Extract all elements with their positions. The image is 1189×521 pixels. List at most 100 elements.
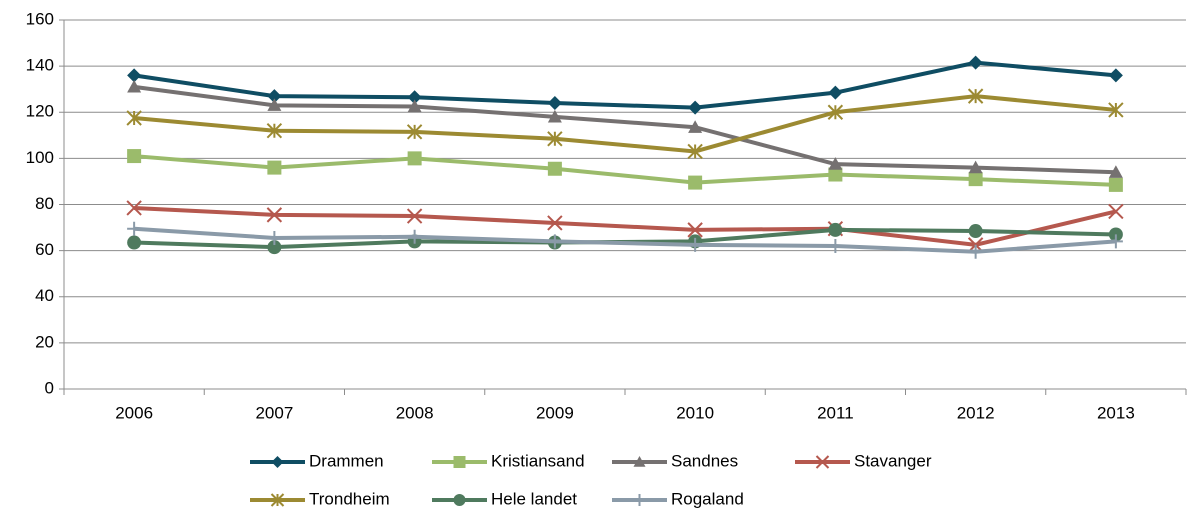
series-line — [133, 60, 1117, 110]
marker — [547, 234, 562, 249]
y-tick-label: 0 — [45, 378, 54, 397]
legend-label: Stavanger — [854, 451, 932, 470]
marker-shape — [127, 68, 142, 83]
marker — [547, 215, 563, 231]
marker-shape — [267, 160, 282, 175]
marker-shape — [406, 124, 423, 140]
y-tick-label: 80 — [35, 194, 54, 213]
marker-shape — [968, 55, 983, 70]
marker-shape — [828, 85, 843, 100]
marker — [828, 85, 843, 100]
marker-shape — [127, 221, 142, 236]
marker-shape — [406, 208, 423, 224]
x-tick-label: 2008 — [396, 403, 434, 422]
marker — [127, 235, 142, 250]
marker — [968, 244, 983, 259]
marker — [453, 494, 466, 506]
marker-shape — [968, 172, 983, 187]
marker — [687, 222, 703, 238]
marker — [968, 224, 983, 239]
marker — [827, 104, 844, 120]
marker-shape — [126, 200, 142, 216]
marker-shape — [967, 88, 984, 104]
marker — [633, 456, 646, 467]
marker-shape — [126, 110, 142, 126]
series-line — [133, 84, 1116, 175]
x-tick-label: 2007 — [255, 403, 293, 422]
marker — [407, 151, 422, 166]
marker-shape — [267, 89, 282, 104]
marker-shape — [127, 79, 142, 93]
y-tick-label: 100 — [26, 148, 54, 167]
x-tick-label: 2009 — [536, 403, 574, 422]
marker — [1108, 203, 1124, 220]
marker-shape — [828, 222, 843, 237]
marker-shape — [547, 161, 562, 176]
legend-label: Drammen — [309, 451, 384, 470]
marker — [267, 160, 282, 175]
x-tick-label: 2010 — [676, 403, 714, 422]
marker — [407, 99, 422, 113]
marker-shape — [266, 207, 283, 223]
marker-shape — [267, 240, 282, 255]
marker — [270, 493, 285, 507]
legend-label: Rogaland — [671, 489, 744, 508]
marker — [126, 110, 142, 126]
marker — [1108, 102, 1124, 118]
marker-shape — [688, 100, 703, 115]
marker-shape — [827, 104, 844, 120]
marker — [967, 88, 984, 104]
series-line — [133, 94, 1117, 154]
marker-shape — [1108, 165, 1123, 178]
marker — [1108, 177, 1123, 192]
marker-shape — [688, 237, 703, 252]
marker — [407, 90, 422, 105]
marker-shape — [968, 160, 983, 174]
marker-shape — [407, 151, 422, 166]
marker — [406, 124, 423, 140]
marker-shape — [633, 456, 646, 467]
marker — [547, 131, 563, 147]
marker-shape — [1108, 68, 1123, 83]
marker — [547, 96, 562, 111]
marker — [406, 208, 423, 224]
marker — [1108, 165, 1123, 178]
x-tick-label: 2006 — [115, 403, 153, 422]
y-tick-label: 20 — [35, 332, 54, 351]
marker — [815, 455, 830, 469]
marker-shape — [968, 244, 983, 259]
marker — [267, 98, 282, 111]
series-line — [133, 154, 1116, 187]
marker-shape — [547, 131, 563, 147]
marker-shape — [270, 493, 285, 507]
series-line — [134, 205, 1117, 247]
marker — [127, 149, 142, 164]
marker — [267, 230, 282, 245]
marker-shape — [547, 234, 562, 249]
marker — [828, 157, 843, 170]
marker-shape — [407, 90, 422, 105]
legend-label: Hele landet — [491, 489, 577, 508]
marker — [126, 200, 142, 216]
marker-shape — [1108, 203, 1124, 220]
marker-shape — [453, 456, 466, 468]
marker-shape — [407, 229, 422, 244]
marker-shape — [687, 222, 703, 238]
marker — [266, 207, 283, 223]
marker — [633, 494, 646, 506]
marker-shape — [266, 122, 283, 139]
marker-shape — [1108, 177, 1123, 192]
marker — [688, 175, 703, 190]
marker — [968, 55, 983, 70]
marker — [127, 221, 142, 236]
marker-shape — [828, 157, 843, 170]
marker — [127, 68, 142, 83]
marker-shape — [968, 224, 983, 239]
marker-shape — [828, 167, 843, 182]
marker-shape — [633, 494, 646, 506]
legend-label: Kristiansand — [491, 451, 585, 470]
marker — [828, 239, 843, 254]
marker — [267, 240, 282, 255]
marker-shape — [127, 235, 142, 250]
